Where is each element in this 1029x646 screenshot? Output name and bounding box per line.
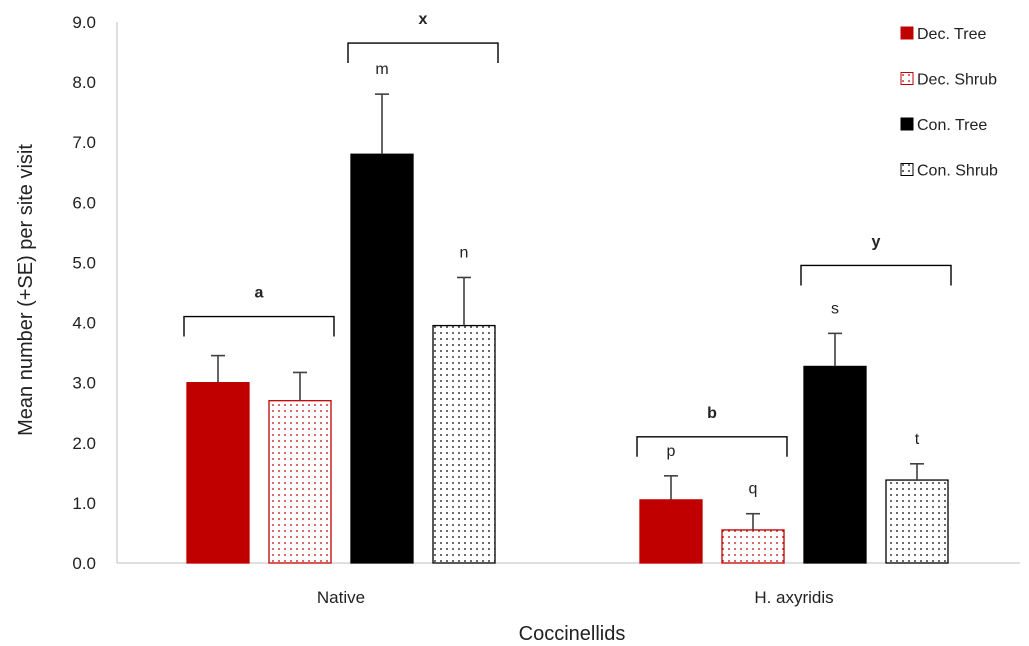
y-axis-title: Mean number (+SE) per site visit [15,144,37,436]
group-bracket [800,264,952,286]
significance-letter: m [375,61,388,78]
y-tick-label: 9.0 [72,13,96,32]
bar [268,400,332,564]
legend-label: Dec. Tree [917,26,986,43]
group-bracket-label: a [255,285,264,302]
significance-letter: n [460,244,469,261]
legend-swatch [900,163,914,176]
group-bracket-label: y [872,233,881,250]
group-bracket-label: b [707,405,717,422]
bar [885,479,949,564]
bar [350,153,414,564]
legend-swatch [900,117,914,131]
group-bracket [347,42,499,64]
y-tick-label: 1.0 [72,494,96,513]
bar [803,365,867,564]
bar [186,382,250,564]
x-tick-label: Native [317,588,365,607]
bar [639,499,703,564]
group-bracket [636,436,788,457]
bars [186,93,949,564]
y-tick-label: 4.0 [72,314,96,333]
significance-letter: q [749,481,758,498]
legend-swatch [900,26,914,40]
group-bracket [183,315,335,337]
y-tick-label: 7.0 [72,133,96,152]
x-tick-label: H. axyridis [754,588,833,607]
legend-label: Dec. Shrub [917,72,997,89]
legend-label: Con. Tree [917,117,987,134]
y-tick-label: 8.0 [72,73,96,92]
significance-letter: t [915,431,920,448]
group-bracket-label: x [419,11,428,28]
significance-letter: s [831,300,839,317]
x-axis-title: Coccinellids [519,623,626,645]
bar [432,324,496,564]
significance-letter: p [667,443,676,460]
y-tick-label: 2.0 [72,434,96,453]
y-tick-label: 3.0 [72,374,96,393]
legend-label: Con. Shrub [917,163,998,180]
y-tick-label: 0.0 [72,554,96,573]
axes: 0.0 1.0 2.0 3.0 4.0 5.0 6.0 7.0 8.0 9.0 Native H. a… [72,13,1020,607]
y-tick-label: 6.0 [72,193,96,212]
bar [721,529,785,564]
legend: Dec. Tree Dec. Shrub Con. Tree Con. Shrub [900,26,998,180]
legend-swatch [900,72,914,85]
annotations: p q m s n t a x b y [183,11,952,498]
y-tick-label: 5.0 [72,253,96,272]
